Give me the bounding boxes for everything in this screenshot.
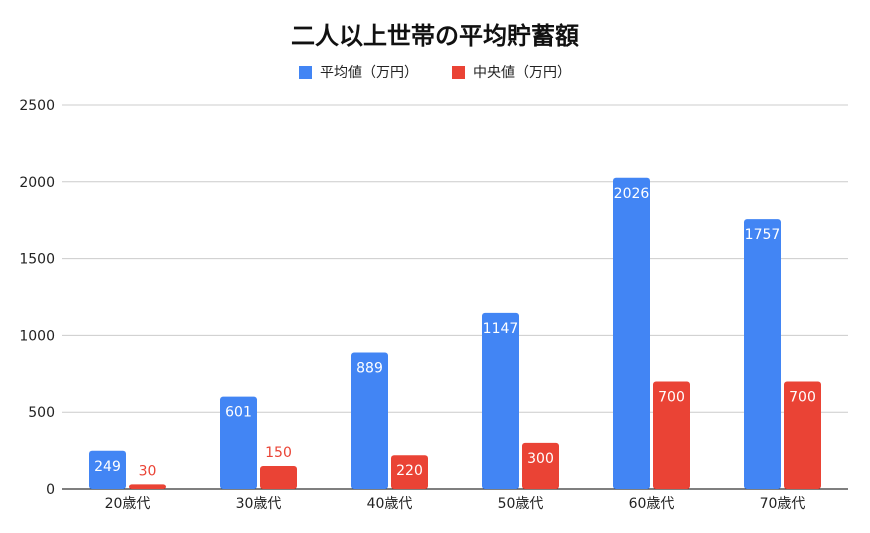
y-tick-label: 1500 bbox=[19, 252, 55, 268]
data-label: 601 bbox=[225, 405, 252, 421]
x-tick-label: 60歳代 bbox=[629, 496, 675, 512]
x-tick-label: 70歳代 bbox=[760, 496, 806, 512]
legend: 平均値（万円） 中央値（万円） bbox=[0, 62, 870, 82]
data-label: 700 bbox=[658, 389, 685, 405]
data-label: 889 bbox=[356, 360, 383, 376]
chart-title: 二人以上世帯の平均貯蓄額 bbox=[291, 22, 579, 50]
bar bbox=[653, 381, 690, 489]
data-label: 1147 bbox=[483, 321, 519, 337]
y-tick-label: 2000 bbox=[19, 175, 55, 191]
data-label: 30 bbox=[139, 463, 157, 479]
legend-swatch-median bbox=[452, 65, 465, 79]
bar bbox=[351, 352, 388, 489]
bar bbox=[482, 312, 519, 489]
legend-swatch-mean bbox=[299, 65, 312, 79]
bar bbox=[129, 484, 166, 489]
data-label: 2026 bbox=[614, 186, 650, 202]
bar bbox=[613, 177, 650, 489]
y-tick-label: 1000 bbox=[19, 328, 55, 344]
data-label: 1757 bbox=[745, 227, 781, 243]
bar bbox=[522, 442, 559, 489]
bar bbox=[391, 455, 428, 489]
y-tick-label: 0 bbox=[46, 482, 55, 498]
bar bbox=[744, 219, 781, 489]
y-tick-label: 2500 bbox=[19, 98, 55, 114]
x-tick-label: 40歳代 bbox=[367, 496, 413, 512]
legend-label-median: 中央値（万円） bbox=[473, 65, 571, 81]
data-label: 300 bbox=[527, 451, 554, 467]
data-label: 150 bbox=[265, 445, 292, 461]
bar bbox=[260, 465, 297, 489]
x-tick-label: 30歳代 bbox=[236, 496, 282, 512]
legend-item-median: 中央値（万円） bbox=[452, 62, 571, 82]
x-tick-label: 50歳代 bbox=[498, 496, 544, 512]
bar bbox=[220, 396, 257, 489]
legend-label-mean: 平均値（万円） bbox=[320, 65, 418, 81]
data-label: 220 bbox=[396, 463, 423, 479]
data-label: 700 bbox=[789, 389, 816, 405]
x-tick-label: 20歳代 bbox=[105, 496, 151, 512]
bar bbox=[89, 450, 126, 489]
y-tick-label: 500 bbox=[28, 405, 55, 421]
legend-item-mean: 平均値（万円） bbox=[299, 62, 418, 82]
data-label: 249 bbox=[94, 459, 121, 475]
bar bbox=[784, 381, 821, 489]
